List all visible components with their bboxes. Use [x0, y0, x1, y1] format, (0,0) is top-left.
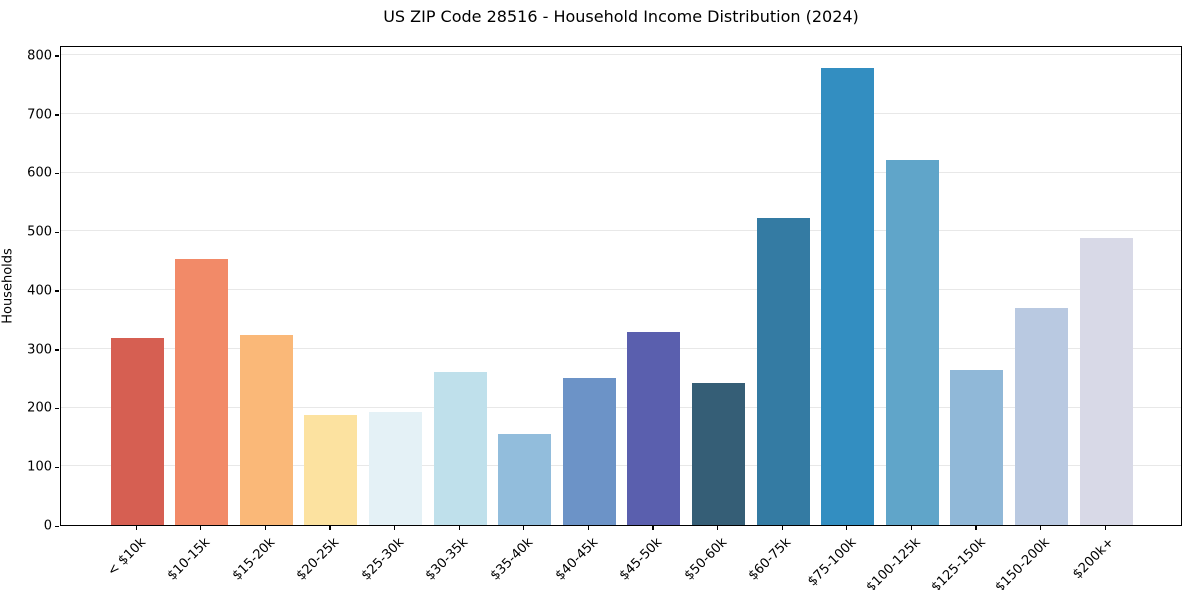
y-tick-mark-800: [55, 55, 59, 57]
bar-15-20k: [239, 335, 293, 525]
y-tick-mark-100: [55, 466, 59, 469]
x-tick-label: $150-200k: [992, 535, 1053, 590]
y-tick-mark-300: [55, 349, 59, 351]
y-tick-label-0: 0: [43, 518, 52, 534]
x-tick-label: $125-150k: [928, 535, 989, 590]
y-tick-mark-200: [55, 407, 59, 410]
bar-25-30k: [368, 411, 422, 525]
x-tick-label: $75-100k: [804, 535, 860, 590]
x-tick-label: $200k+: [1070, 535, 1118, 583]
bar-10-15k: [175, 258, 229, 525]
x-tick-mark-2: [264, 526, 266, 530]
x-tick-label: $20-25k: [293, 535, 343, 584]
x-tick-label: $45-50k: [616, 535, 666, 584]
y-tick-mark-600: [55, 172, 59, 175]
x-tick-mark-14: [1039, 526, 1042, 530]
x-tick-mark-12: [910, 526, 912, 530]
x-tick-mark-3: [329, 526, 331, 530]
y-tick-mark-0: [55, 525, 59, 527]
y-tick-label-700: 700: [27, 107, 52, 123]
x-tick-mark-11: [846, 526, 848, 530]
x-tick-label: $35-40k: [487, 535, 537, 584]
x-tick-label: $25-30k: [358, 535, 407, 584]
bar-150-200k: [1014, 308, 1068, 525]
bar-50-60k: [691, 382, 745, 525]
x-tick-mark-13: [975, 526, 977, 530]
y-tick-label-800: 800: [27, 48, 52, 64]
y-axis-label: Households: [0, 248, 16, 324]
gridline-y-500: [61, 230, 1181, 232]
x-tick-mark-8: [652, 526, 654, 530]
x-tick-label: $15-20k: [229, 535, 278, 584]
bar-10k: [110, 338, 164, 525]
y-tick-label-600: 600: [27, 165, 52, 181]
x-tick-mark-7: [587, 526, 589, 530]
x-tick-mark-6: [523, 526, 525, 530]
gridline-y-400: [61, 289, 1181, 290]
bar-60-75k: [756, 217, 810, 525]
y-tick-label-400: 400: [27, 283, 52, 299]
bar-125-150k: [950, 369, 1004, 525]
gridline-y-700: [61, 112, 1181, 114]
x-tick-label: $40-45k: [552, 535, 601, 584]
bar-35-40k: [498, 433, 552, 525]
gridline-y-200: [61, 406, 1181, 408]
chart-title: US ZIP Code 28516 - Household Income Dis…: [383, 7, 859, 26]
bar-200k+: [1079, 238, 1133, 525]
y-tick-label-500: 500: [27, 224, 52, 240]
x-tick-mark-5: [458, 526, 460, 530]
y-tick-label-200: 200: [27, 400, 52, 416]
bar-100-125k: [885, 159, 939, 525]
y-tick-mark-400: [55, 290, 59, 292]
bar-40-45k: [562, 378, 616, 525]
bar-45-50k: [627, 332, 681, 525]
bar-20-25k: [304, 415, 358, 525]
y-tick-label-300: 300: [27, 342, 52, 358]
x-tick-mark-1: [200, 526, 202, 530]
y-tick-mark-700: [55, 114, 59, 116]
x-tick-mark-0: [135, 526, 137, 530]
x-tick-mark-10: [781, 526, 783, 530]
plot-area: [60, 46, 1182, 526]
gridline-y-100: [61, 465, 1181, 467]
x-tick-mark-15: [1104, 526, 1106, 530]
x-tick-label: $10-15k: [164, 535, 214, 584]
x-tick-label: $60-75k: [746, 535, 795, 584]
gridline-y-600: [61, 171, 1181, 173]
x-tick-label: $100-125k: [863, 535, 924, 590]
gridline-y-300: [61, 347, 1181, 349]
x-tick-label: $30-35k: [423, 535, 472, 584]
x-tick-mark-9: [716, 526, 719, 530]
bar-75-100k: [821, 67, 875, 525]
y-tick-mark-500: [55, 231, 59, 234]
x-tick-label: < $10k: [104, 535, 149, 580]
x-tick-mark-4: [393, 526, 396, 530]
y-tick-label-100: 100: [27, 459, 52, 475]
x-tick-label: $50-60k: [681, 535, 730, 584]
bar-30-35k: [433, 371, 487, 525]
gridline-y-800: [61, 54, 1181, 55]
